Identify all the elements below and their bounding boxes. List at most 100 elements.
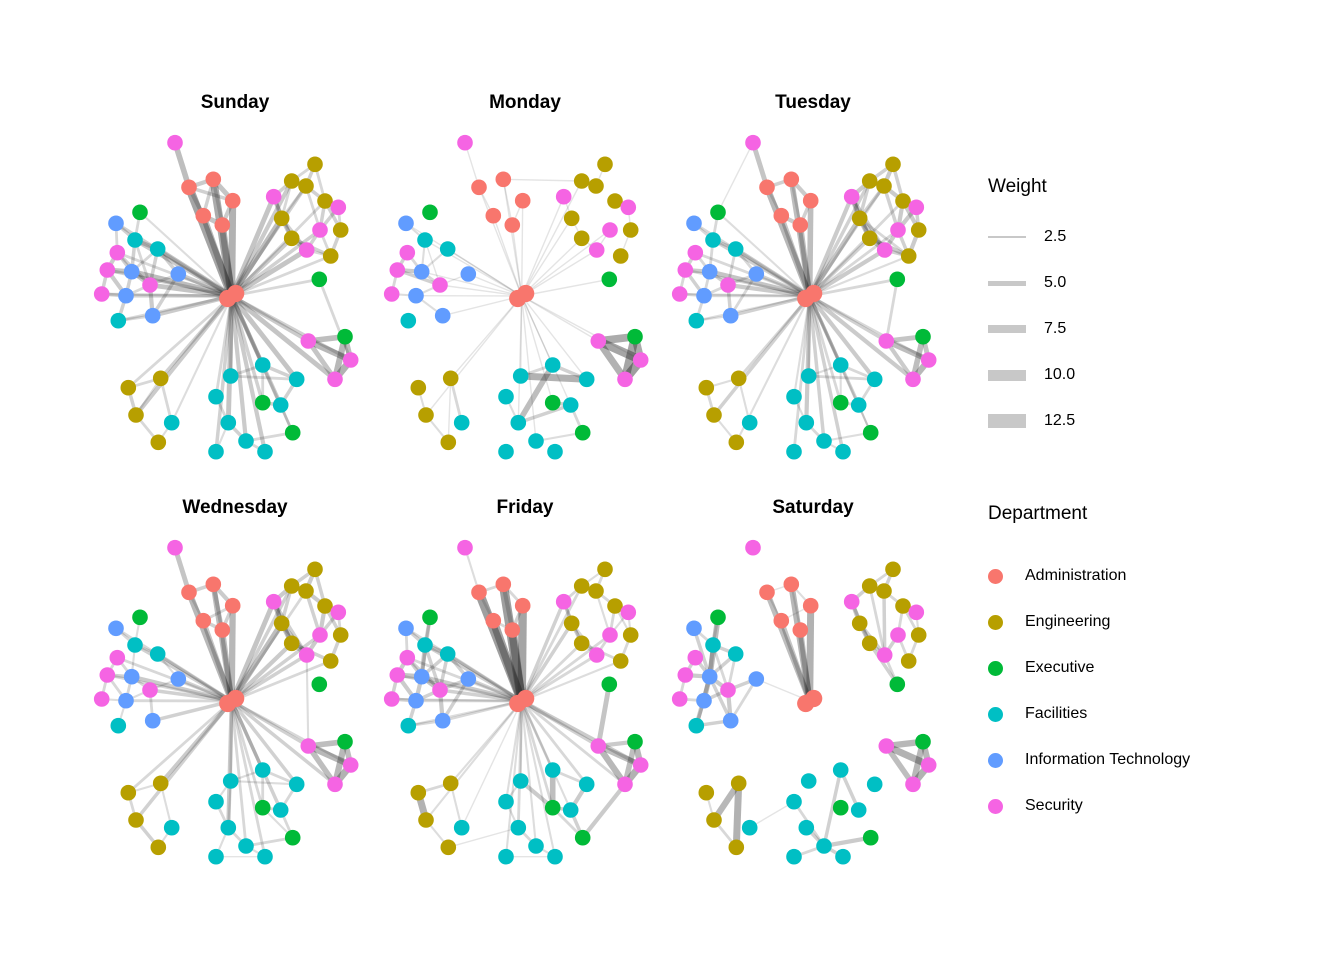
edge bbox=[230, 700, 283, 811]
node bbox=[208, 443, 224, 460]
node bbox=[876, 647, 893, 663]
edge bbox=[134, 699, 234, 822]
node bbox=[861, 173, 878, 189]
network-facet-saturday bbox=[671, 539, 937, 865]
edge bbox=[185, 185, 236, 298]
node bbox=[563, 615, 580, 632]
node bbox=[283, 173, 300, 189]
node bbox=[400, 717, 417, 734]
node bbox=[265, 593, 282, 610]
node bbox=[905, 371, 921, 388]
node bbox=[745, 134, 761, 151]
node bbox=[109, 649, 126, 666]
edge bbox=[225, 295, 235, 423]
edge bbox=[229, 294, 299, 381]
legend-label-security: Security bbox=[1025, 797, 1083, 814]
node bbox=[574, 424, 591, 441]
edge bbox=[521, 180, 583, 297]
edge bbox=[808, 295, 861, 406]
legend-item-executive: Executive bbox=[988, 645, 1328, 691]
edge bbox=[804, 295, 812, 423]
edge bbox=[520, 601, 566, 702]
node bbox=[288, 776, 305, 793]
node bbox=[498, 388, 514, 405]
node bbox=[307, 156, 323, 173]
edge bbox=[170, 295, 233, 424]
hub-node bbox=[517, 689, 535, 708]
edge bbox=[219, 629, 235, 702]
node bbox=[866, 371, 883, 388]
node bbox=[307, 561, 323, 578]
edge bbox=[228, 605, 236, 702]
weight-label: 5.0 bbox=[1044, 274, 1067, 291]
node bbox=[547, 443, 563, 460]
legend-dot-engineering bbox=[988, 614, 1003, 630]
node bbox=[710, 204, 726, 221]
edge bbox=[808, 180, 872, 297]
node bbox=[127, 637, 143, 653]
edge bbox=[442, 699, 523, 723]
node bbox=[398, 215, 414, 232]
node bbox=[108, 620, 124, 637]
node bbox=[722, 307, 739, 324]
node bbox=[512, 773, 529, 789]
node bbox=[802, 597, 819, 614]
node bbox=[257, 848, 273, 865]
node bbox=[876, 583, 892, 599]
edge bbox=[521, 229, 611, 297]
edge bbox=[210, 583, 235, 702]
node bbox=[142, 682, 158, 698]
node bbox=[686, 620, 702, 637]
node bbox=[337, 328, 353, 345]
edge bbox=[441, 678, 470, 722]
node bbox=[120, 784, 137, 801]
node bbox=[142, 277, 158, 293]
node bbox=[688, 312, 705, 329]
facet-title-monday: Monday bbox=[489, 92, 561, 113]
node bbox=[741, 414, 758, 431]
network-facet-sunday bbox=[93, 134, 359, 460]
node bbox=[254, 799, 271, 816]
edge bbox=[521, 196, 565, 297]
node bbox=[620, 199, 637, 216]
edge bbox=[498, 583, 527, 702]
node bbox=[283, 230, 300, 247]
node bbox=[205, 171, 222, 188]
edge bbox=[778, 214, 813, 297]
facet-title-saturday: Saturday bbox=[772, 497, 854, 518]
node bbox=[861, 230, 878, 247]
edge bbox=[230, 247, 308, 299]
hub-node bbox=[517, 284, 535, 303]
node bbox=[773, 207, 790, 224]
edge bbox=[229, 600, 276, 702]
edge bbox=[200, 214, 235, 298]
node bbox=[93, 286, 110, 302]
node bbox=[110, 717, 127, 734]
node bbox=[498, 443, 514, 460]
hub-node bbox=[227, 689, 245, 708]
weight-legend-item-2.5: 2.5 bbox=[988, 214, 1328, 260]
edge bbox=[520, 642, 583, 703]
edge bbox=[229, 195, 276, 297]
node bbox=[300, 738, 317, 754]
node bbox=[671, 286, 688, 302]
node bbox=[816, 838, 832, 854]
node bbox=[862, 829, 879, 846]
node bbox=[843, 188, 860, 205]
node bbox=[254, 762, 271, 778]
node bbox=[118, 287, 134, 304]
node bbox=[311, 676, 328, 693]
node bbox=[617, 371, 633, 388]
edge bbox=[230, 374, 297, 381]
edge bbox=[229, 295, 265, 366]
node bbox=[835, 443, 851, 460]
edge bbox=[230, 779, 297, 786]
node bbox=[915, 733, 931, 750]
node bbox=[588, 178, 604, 194]
node bbox=[413, 263, 430, 280]
node bbox=[895, 193, 911, 209]
node bbox=[720, 277, 736, 293]
node bbox=[832, 357, 849, 373]
edge bbox=[519, 700, 523, 782]
node bbox=[265, 188, 282, 205]
